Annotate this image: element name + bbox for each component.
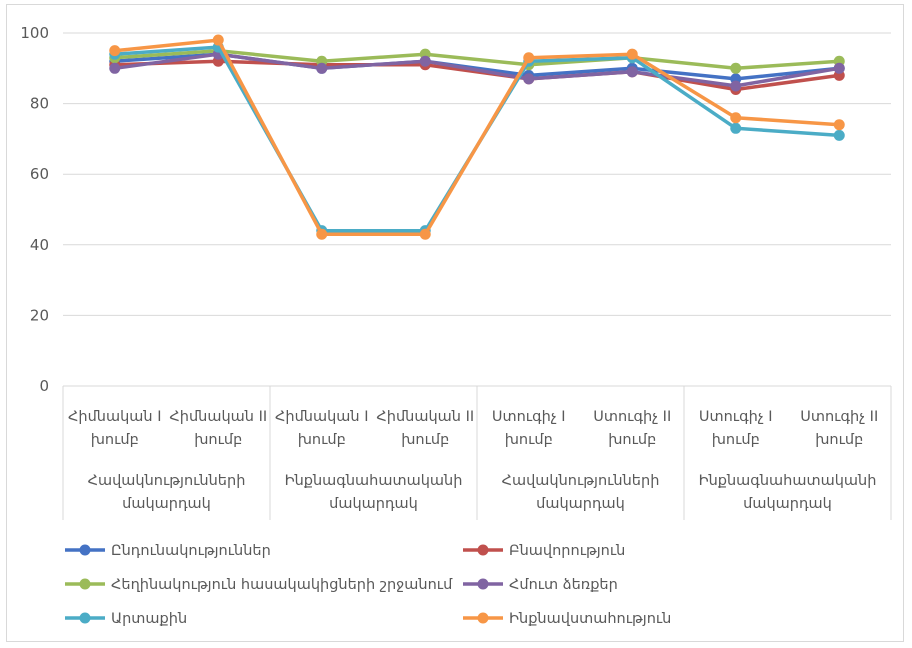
x-tick-label: խումբ: [194, 432, 242, 448]
legend-swatch-marker: [477, 578, 489, 590]
chart-frame: 0 20 40 60 80 100 Հիմնական I խումբ Հիմնական II խ…: [6, 4, 904, 642]
x-tick-label: խումբ: [712, 432, 760, 448]
x-tick-label: Հիմնական I: [275, 409, 368, 425]
y-tick-label: 0: [39, 377, 49, 395]
x-group-label: մակարդակ: [743, 496, 832, 512]
legend-swatch-marker: [79, 544, 91, 556]
legend-item: Ընդունակություններ: [65, 543, 271, 559]
x-group-label: Ինքնագնահատականի: [285, 473, 463, 489]
legend-label: Արտաքին: [111, 611, 187, 627]
legend-swatch-marker: [79, 578, 91, 590]
x-group-label: Հավակնությունների: [502, 473, 660, 489]
y-tick-label: 100: [20, 24, 49, 42]
data-point: [419, 55, 431, 67]
x-tick-label: Ստուգիչ I: [492, 409, 566, 425]
x-tick-label: Հիմնական II: [376, 409, 474, 425]
legend-label: Հմուտ ձեռքեր: [509, 577, 618, 593]
x-tick-label: խումբ: [91, 432, 139, 448]
series-line: [113, 52, 842, 88]
data-point: [109, 62, 121, 74]
x-tick-label: Ստուգիչ II: [800, 409, 878, 425]
x-tick-label: խումբ: [505, 432, 553, 448]
data-point: [730, 62, 742, 74]
data-point: [212, 34, 224, 46]
y-tick-label: 60: [30, 165, 49, 183]
legend-swatch-marker: [79, 612, 91, 624]
x-axis: Հիմնական I խումբ Հիմնական II խումբ Հիմնական …: [62, 385, 892, 520]
x-group-label: Ինքնագնահատականի: [699, 473, 877, 489]
data-point: [730, 112, 742, 124]
x-group-label: մակարդակ: [122, 496, 211, 512]
data-point: [316, 228, 328, 240]
x-tick-label: խումբ: [401, 432, 449, 448]
series-line: [113, 38, 842, 236]
x-tick-label: Ստուգիչ II: [593, 409, 671, 425]
legend-item: Հեղինակություն հասակակիցների շրջանում: [65, 577, 453, 593]
data-point: [833, 119, 845, 131]
series-line: [113, 45, 842, 233]
legend-swatch-marker: [477, 612, 489, 624]
line-chart: 0 20 40 60 80 100 Հիմնական I խումբ Հիմնական II խ…: [20, 24, 892, 627]
x-tick-label: խումբ: [608, 432, 656, 448]
legend-item: Բնավորություն: [463, 543, 625, 559]
series-lines: [109, 34, 845, 240]
x-tick-label: Ստուգիչ I: [699, 409, 773, 425]
legend-swatch-marker: [477, 544, 489, 556]
data-point: [626, 66, 638, 78]
legend-label: Բնավորություն: [509, 543, 625, 559]
y-axis: 0 20 40 60 80 100: [20, 24, 49, 395]
x-tick-label: Հիմնական I: [68, 409, 161, 425]
data-point: [833, 62, 845, 74]
series-line: [113, 59, 842, 92]
data-point: [109, 45, 121, 57]
x-tick-label: Հիմնական II: [169, 409, 267, 425]
y-tick-label: 40: [30, 236, 49, 254]
y-tick-label: 20: [30, 306, 49, 324]
data-point: [730, 80, 742, 92]
data-point: [316, 62, 328, 74]
legend-item: Ինքնավստահություն: [463, 611, 671, 627]
legend-item: Արտաքին: [65, 611, 187, 627]
data-point: [833, 129, 845, 141]
series-group: [109, 34, 845, 240]
data-point: [626, 48, 638, 60]
series-group: [109, 48, 845, 92]
data-point: [419, 228, 431, 240]
legend-item: Հմուտ ձեռքեր: [463, 577, 618, 593]
y-tick-label: 80: [30, 95, 49, 113]
x-group-label: մակարդակ: [329, 496, 418, 512]
data-point: [523, 52, 535, 64]
data-point: [523, 73, 535, 85]
data-point: [730, 122, 742, 134]
x-tick-label: խումբ: [298, 432, 346, 448]
legend-label: Ընդունակություններ: [111, 543, 271, 559]
series-line: [113, 48, 842, 71]
legend: Ընդունակություններ Բնավորություն Հեղինակու…: [65, 543, 671, 627]
legend-label: Հեղինակություն հասակակիցների շրջանում: [111, 577, 453, 593]
x-group-label: մակարդակ: [536, 496, 625, 512]
legend-label: Ինքնավստահություն: [509, 611, 671, 627]
x-group-label: Հավակնությունների: [88, 473, 246, 489]
x-tick-label: խումբ: [815, 432, 863, 448]
